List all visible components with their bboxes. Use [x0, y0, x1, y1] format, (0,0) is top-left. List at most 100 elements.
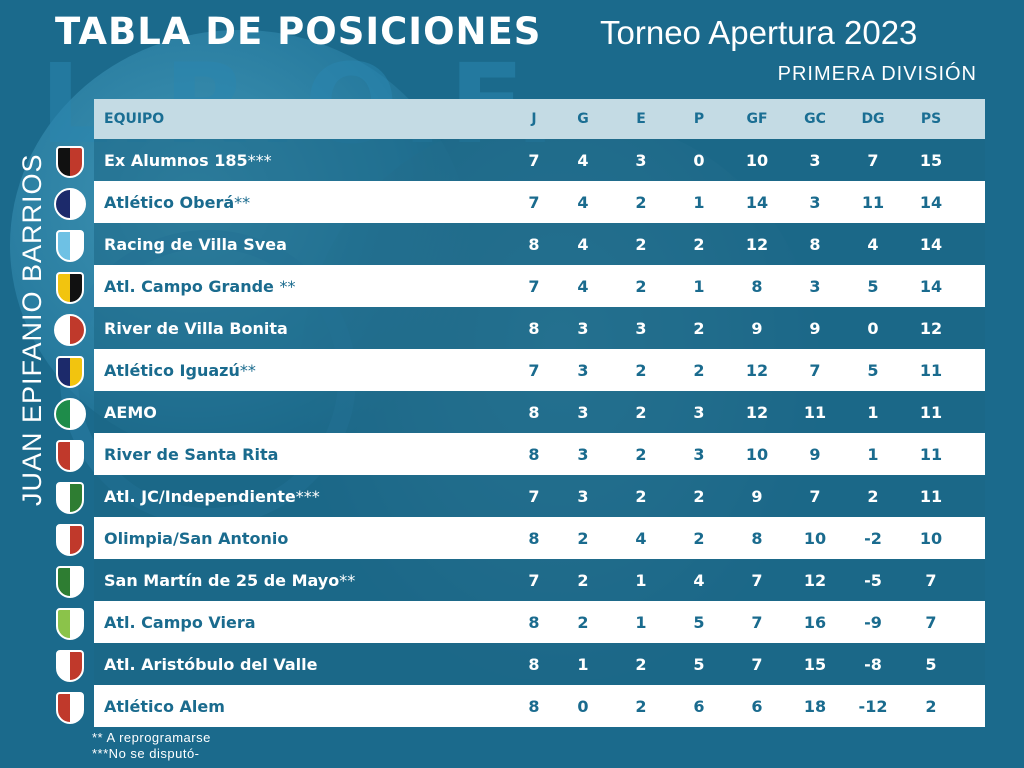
col-g: G	[577, 111, 589, 127]
cell-g: 2	[577, 528, 589, 548]
cell-gc: 7	[809, 486, 821, 506]
team-name: Ex Alumnos 185	[104, 150, 248, 170]
cell-gc: 16	[803, 612, 827, 632]
table-row: Atlético Alem 8 0 2 6 6 18 -12 2	[94, 685, 985, 727]
tournament-name: Torneo Apertura 2023	[600, 14, 918, 51]
cell-ps: 11	[919, 360, 943, 380]
cell-p: 5	[693, 654, 705, 674]
cell-dg: 5	[867, 276, 879, 296]
cell-j: 7	[528, 276, 540, 296]
cell-p: 3	[693, 444, 705, 464]
team-name-cell: Atl. Campo Viera	[94, 613, 514, 632]
col-j: J	[531, 111, 537, 127]
cell-e: 3	[635, 150, 647, 170]
team-name-cell: Atl. Aristóbulo del Valle	[94, 655, 514, 674]
cell-e: 3	[635, 318, 647, 338]
cell-e: 2	[635, 444, 647, 464]
cell-e: 2	[635, 276, 647, 296]
aristobulo-crest-icon	[56, 650, 84, 682]
team-name-cell: Ex Alumnos 185***	[94, 151, 514, 170]
cell-ps: 7	[925, 570, 937, 590]
team-name: Atl. Campo Viera	[104, 612, 256, 632]
team-footnote-mark: ***	[247, 150, 272, 170]
cell-p: 2	[693, 528, 705, 548]
team-logos-column	[52, 141, 88, 729]
cell-j: 8	[528, 528, 540, 548]
cell-p: 2	[693, 234, 705, 254]
team-name: River de Santa Rita	[104, 444, 279, 464]
team-name-cell: San Martín de 25 de Mayo**	[94, 571, 514, 590]
cell-dg: -12	[858, 696, 888, 716]
team-logo	[52, 519, 88, 561]
team-footnote-mark: **	[239, 360, 256, 380]
cell-e: 2	[635, 486, 647, 506]
cell-gf: 9	[751, 318, 763, 338]
footnote: ** A reprogramarse	[92, 730, 211, 745]
table-row: River de Villa Bonita 8 3 3 2 9 9 0 12	[94, 307, 985, 349]
team-name-cell: Olimpia/San Antonio	[94, 529, 514, 548]
col-e: E	[636, 111, 646, 127]
table-row: San Martín de 25 de Mayo** 7 2 1 4 7 12 -5 7	[94, 559, 985, 601]
cell-j: 7	[528, 360, 540, 380]
sanmartin-crest-icon	[56, 566, 84, 598]
table-row: Olimpia/San Antonio 8 2 4 2 8 10 -2 10	[94, 517, 985, 559]
cell-g: 4	[577, 276, 589, 296]
team-footnote-mark: **	[279, 276, 296, 296]
cell-j: 8	[528, 318, 540, 338]
cell-gf: 12	[745, 234, 769, 254]
cell-dg: -5	[864, 570, 882, 590]
cell-e: 2	[635, 654, 647, 674]
team-name-cell: Atlético Iguazú**	[94, 361, 514, 380]
cell-g: 3	[577, 444, 589, 464]
cell-p: 5	[693, 612, 705, 632]
footnotes: ** A reprogramarse ***No se disputó-	[92, 730, 211, 762]
cell-e: 2	[635, 192, 647, 212]
cell-gc: 15	[803, 654, 827, 674]
cell-p: 1	[693, 192, 705, 212]
team-logo	[52, 603, 88, 645]
cell-j: 7	[528, 192, 540, 212]
cell-gf: 8	[751, 276, 763, 296]
cell-ps: 12	[919, 318, 943, 338]
cell-ps: 14	[919, 192, 943, 212]
table-row: Atlético Iguazú** 7 3 2 2 12 7 5 11	[94, 349, 985, 391]
cell-gc: 3	[809, 192, 821, 212]
cell-ps: 14	[919, 276, 943, 296]
cell-g: 4	[577, 150, 589, 170]
col-ps: PS	[920, 111, 942, 127]
cell-j: 8	[528, 402, 540, 422]
team-logo	[52, 183, 88, 225]
team-logo	[52, 687, 88, 729]
cell-e: 2	[635, 234, 647, 254]
cell-gc: 3	[809, 276, 821, 296]
team-name: Racing de Villa Svea	[104, 234, 287, 254]
cell-j: 8	[528, 612, 540, 632]
cell-j: 7	[528, 486, 540, 506]
cell-gc: 9	[809, 318, 821, 338]
obera-crest-icon	[54, 188, 86, 220]
cell-gc: 10	[803, 528, 827, 548]
team-name: San Martín de 25 de Mayo	[104, 570, 340, 590]
cell-dg: 2	[867, 486, 879, 506]
exalumnos-crest-icon	[56, 146, 84, 178]
team-footnote-mark: **	[234, 192, 251, 212]
cell-gf: 14	[745, 192, 769, 212]
cell-g: 4	[577, 234, 589, 254]
cell-p: 3	[693, 402, 705, 422]
cell-gf: 10	[745, 444, 769, 464]
cell-e: 4	[635, 528, 647, 548]
col-gf: GF	[746, 111, 768, 127]
cell-ps: 15	[919, 150, 943, 170]
campoviera-crest-icon	[56, 608, 84, 640]
jc-independiente-crest-icon	[56, 482, 84, 514]
team-name-cell: Atlético Oberá**	[94, 193, 514, 212]
cell-gf: 7	[751, 612, 763, 632]
aemo-crest-icon	[54, 398, 86, 430]
table-row: Atlético Oberá** 7 4 2 1 14 3 11 14	[94, 181, 985, 223]
table-row: Ex Alumnos 185*** 7 4 3 0 10 3 7 15	[94, 139, 985, 181]
cell-p: 6	[693, 696, 705, 716]
table-row: AEMO 8 3 2 3 12 11 1 11	[94, 391, 985, 433]
cell-gc: 18	[803, 696, 827, 716]
cell-p: 0	[693, 150, 705, 170]
team-logo	[52, 645, 88, 687]
